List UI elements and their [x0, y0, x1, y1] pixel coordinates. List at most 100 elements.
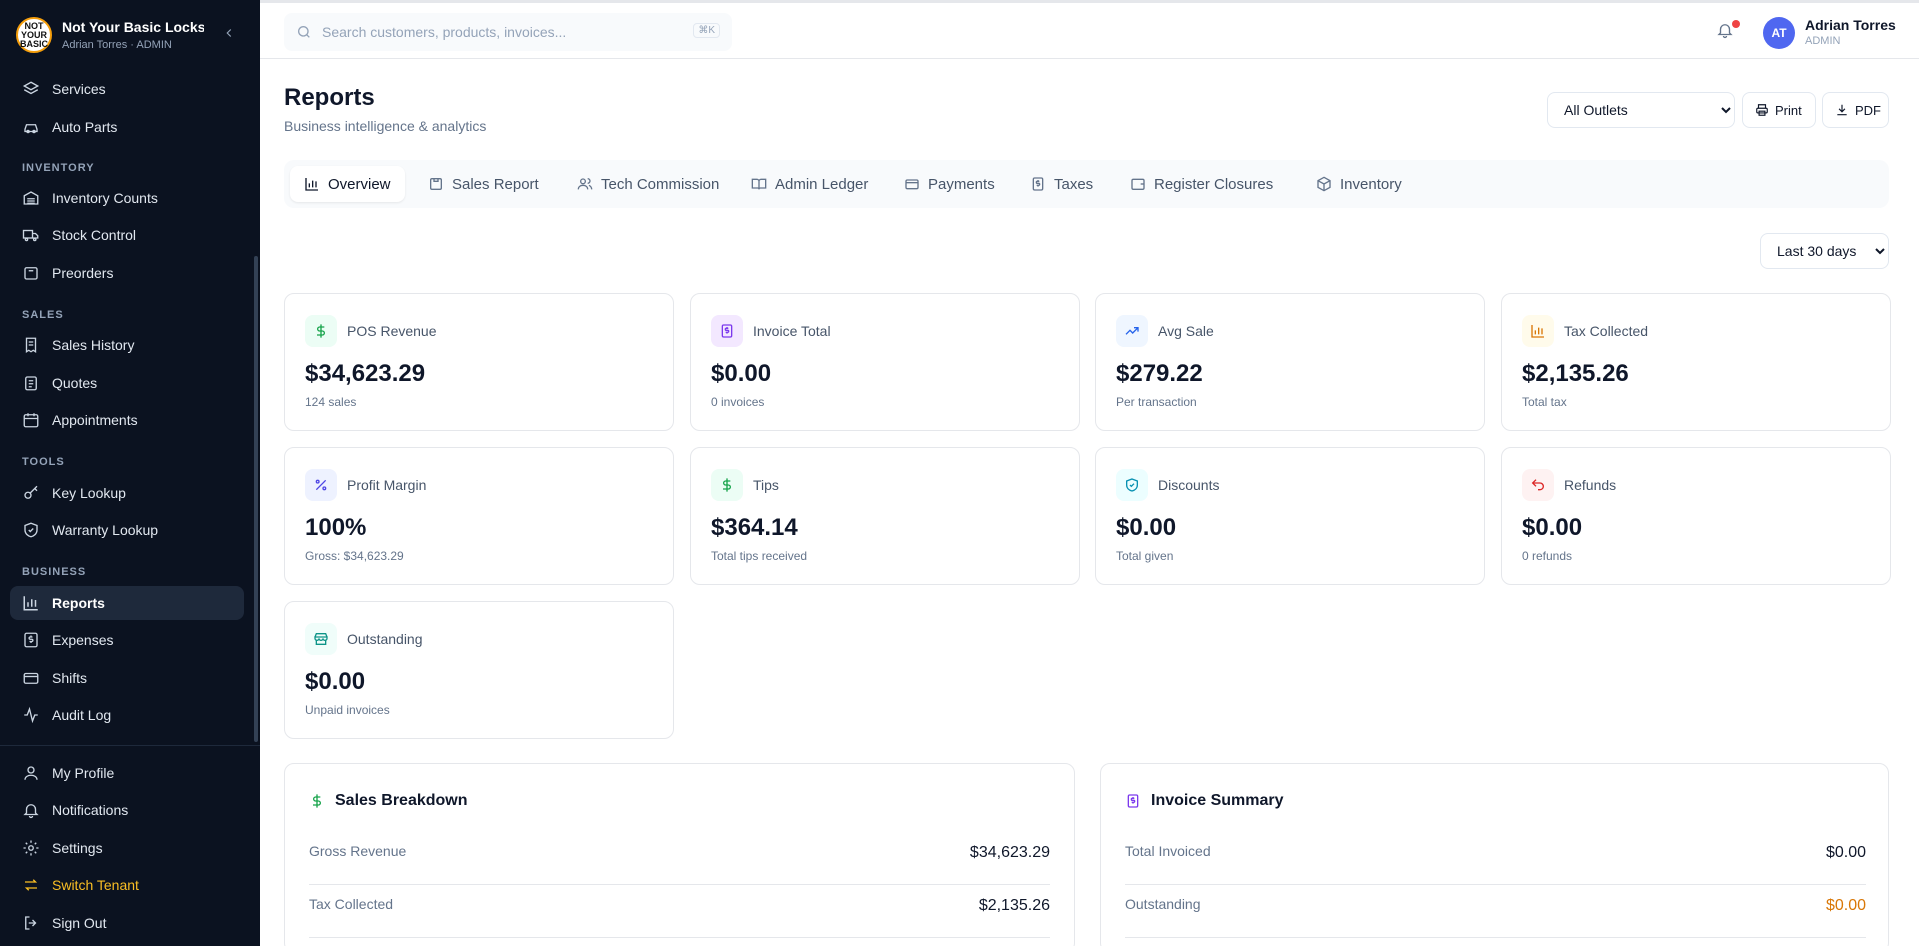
sidebar-scrollbar[interactable] — [254, 256, 258, 742]
kpi-value: $0.00 — [1116, 514, 1177, 541]
sidebar-item-inventory-counts[interactable]: Inventory Counts — [10, 181, 244, 215]
sidebar-item-label: Shifts — [52, 670, 88, 686]
sidebar-item-my-profile[interactable]: My Profile — [10, 756, 244, 790]
pdf-button[interactable]: PDF — [1822, 92, 1889, 128]
trending-up-icon — [1116, 315, 1148, 347]
sidebar-item-preorders[interactable]: Preorders — [10, 256, 244, 290]
kpi-sub: 124 sales — [305, 395, 357, 409]
tab-tech-commission[interactable]: Tech Commission — [563, 166, 733, 202]
brand-text: Not Your Basic Locksmith Adrian Torres ·… — [62, 19, 204, 51]
shield-check-icon — [1116, 469, 1148, 501]
date-range-select[interactable]: Last 30 days — [1760, 233, 1889, 269]
report-tabs: Overview Sales Report Tech Commission Ad… — [284, 160, 1889, 208]
kpi-card-invoice-total: Invoice Total $0.00 0 invoices — [690, 293, 1080, 431]
tab-sales-report[interactable]: Sales Report — [414, 166, 553, 202]
kpi-label: Outstanding — [347, 631, 423, 647]
bell-icon — [1717, 24, 1733, 39]
sidebar-item-key-lookup[interactable]: Key Lookup — [10, 476, 244, 510]
kpi-card-avg-sale: Avg Sale $279.22 Per transaction — [1095, 293, 1485, 431]
sidebar-item-warranty-lookup[interactable]: Warranty Lookup — [10, 513, 244, 547]
sidebar-item-label: Warranty Lookup — [52, 522, 159, 538]
brand-user-line: Adrian Torres · ADMIN — [62, 39, 172, 51]
kpi-value: $2,135.26 — [1522, 360, 1629, 387]
kpi-value: $0.00 — [305, 668, 366, 695]
sidebar-item-settings[interactable]: Settings — [10, 831, 244, 865]
sidebar-item-label: Sales History — [52, 337, 135, 353]
collapse-sidebar-button[interactable] — [222, 26, 236, 45]
sidebar-item-auto-parts[interactable]: Auto Parts — [10, 110, 244, 144]
search-box[interactable]: ⌘K — [284, 13, 732, 51]
sidebar-item-sign-out[interactable]: Sign Out — [10, 906, 244, 940]
summary-row: Outstanding $0.00 — [1125, 885, 1866, 938]
row-label: Gross Revenue — [309, 843, 407, 859]
section-tools: TOOLS — [22, 456, 65, 468]
sidebar-item-shifts[interactable]: Shifts — [10, 661, 244, 695]
sidebar-item-stock-control[interactable]: Stock Control — [10, 218, 244, 252]
search-icon — [296, 24, 312, 40]
warehouse-icon — [22, 189, 40, 207]
sidebar-item-reports[interactable]: Reports — [10, 586, 244, 620]
sidebar-item-sales-history[interactable]: Sales History — [10, 328, 244, 362]
car-icon — [22, 118, 40, 136]
kpi-sub: Per transaction — [1116, 395, 1197, 409]
panel-title: Invoice Summary — [1125, 792, 1284, 810]
row-value: $0.00 — [1825, 897, 1866, 914]
kpi-label: Profit Margin — [347, 477, 427, 493]
page-subtitle: Business intelligence & analytics — [284, 118, 487, 134]
sidebar-item-expenses[interactable]: Expenses — [10, 623, 244, 657]
kpi-value: $279.22 — [1116, 360, 1203, 387]
kpi-value: $0.00 — [1522, 514, 1583, 541]
kpi-sub: Total tax — [1522, 395, 1567, 409]
row-label: Outstanding — [1125, 896, 1201, 912]
section-sales: SALES — [22, 309, 64, 321]
dollar-icon — [309, 793, 325, 809]
invoice-icon — [1125, 793, 1141, 809]
tab-register-closures[interactable]: Register Closures — [1116, 166, 1287, 202]
sidebar-item-services[interactable]: Services — [10, 72, 244, 106]
section-inventory: INVENTORY — [22, 162, 95, 174]
undo-icon — [1522, 469, 1554, 501]
kpi-label: Avg Sale — [1158, 323, 1214, 339]
kpi-label: Discounts — [1158, 477, 1220, 493]
notifications-button[interactable] — [1716, 21, 1734, 44]
sign-out-icon — [22, 914, 40, 932]
sidebar-item-label: Appointments — [52, 412, 138, 428]
sidebar-item-quotes[interactable]: Quotes — [10, 366, 244, 400]
kpi-sub: Gross: $34,623.29 — [305, 549, 404, 563]
tab-label: Register Closures — [1154, 175, 1274, 193]
sidebar-item-switch-tenant[interactable]: Switch Tenant — [10, 868, 244, 902]
sidebar-item-label: Key Lookup — [52, 485, 126, 501]
sidebar-bottom: My Profile Notifications Settings Switch… — [0, 745, 260, 946]
dollar-icon — [711, 469, 743, 501]
tab-payments[interactable]: Payments — [890, 166, 1009, 202]
tab-taxes[interactable]: Taxes — [1016, 166, 1107, 202]
search-input[interactable] — [322, 24, 682, 40]
kpi-sub: 0 refunds — [1522, 549, 1573, 563]
print-button[interactable]: Print — [1742, 92, 1816, 128]
sidebar-item-notifications[interactable]: Notifications — [10, 793, 244, 827]
package-icon — [22, 264, 40, 282]
section-business: BUSINESS — [22, 566, 87, 578]
tab-overview[interactable]: Overview — [290, 166, 405, 202]
user-icon — [22, 764, 40, 782]
tab-admin-ledger[interactable]: Admin Ledger — [737, 166, 882, 202]
notification-dot — [1732, 20, 1740, 28]
tab-label: Tech Commission — [601, 175, 720, 193]
card-icon — [22, 669, 40, 687]
kpi-card-profit-margin: Profit Margin 100% Gross: $34,623.29 — [284, 447, 674, 585]
tab-label: Payments — [928, 175, 995, 193]
sidebar-item-label: Reports — [52, 595, 105, 611]
user-name[interactable]: Adrian Torres — [1805, 17, 1896, 33]
sidebar-item-audit-log[interactable]: Audit Log — [10, 698, 244, 732]
sidebar-item-appointments[interactable]: Appointments — [10, 403, 244, 437]
tab-label: Inventory — [1340, 175, 1402, 193]
breakdown-row: Tax Collected $2,135.26 — [309, 885, 1050, 938]
brand-logo-text: NOT YOUR BASIC — [19, 20, 48, 49]
dollar-receipt-icon — [22, 631, 40, 649]
outlet-select[interactable]: All Outlets — [1547, 92, 1735, 128]
bar-chart-icon — [22, 594, 40, 612]
avatar[interactable]: AT — [1763, 17, 1795, 49]
tab-inventory[interactable]: Inventory — [1302, 166, 1416, 202]
kpi-value: $34,623.29 — [305, 360, 426, 387]
credit-card-icon — [904, 176, 920, 192]
